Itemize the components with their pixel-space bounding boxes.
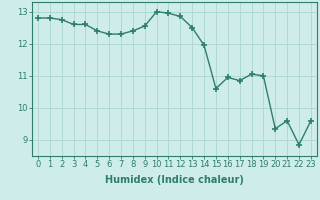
X-axis label: Humidex (Indice chaleur): Humidex (Indice chaleur) [105, 175, 244, 185]
